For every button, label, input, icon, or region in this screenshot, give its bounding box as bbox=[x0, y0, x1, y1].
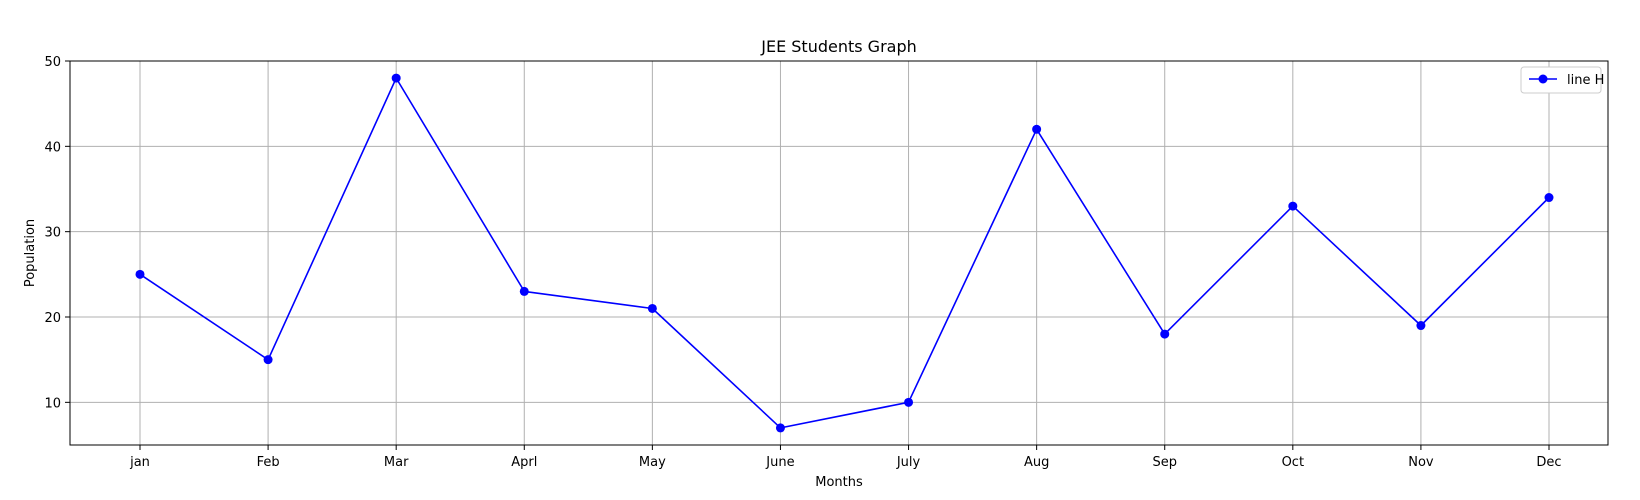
y-axis-title: Population bbox=[23, 219, 38, 287]
y-tick-label: 20 bbox=[44, 311, 61, 326]
x-tick-label: Aprl bbox=[511, 455, 537, 470]
data-point bbox=[263, 355, 273, 365]
x-tick-label: June bbox=[765, 455, 794, 470]
x-tick-label: Nov bbox=[1408, 455, 1434, 470]
x-tick-label: May bbox=[639, 455, 666, 470]
data-point bbox=[1032, 124, 1042, 134]
data-point bbox=[1160, 329, 1170, 339]
legend: line H bbox=[1520, 66, 1604, 94]
x-axis-title: Months bbox=[815, 475, 863, 490]
axes: jan Feb Mar Aprl May June July Aug Sep Oct Nov Dec 1… bbox=[44, 55, 1561, 470]
series-line bbox=[139, 77, 1550, 429]
y-tick-label: 30 bbox=[44, 226, 61, 241]
legend-marker bbox=[1538, 74, 1548, 84]
x-tick-label: Dec bbox=[1536, 455, 1561, 470]
x-tick-label: Mar bbox=[384, 455, 409, 470]
data-point bbox=[1416, 321, 1426, 331]
legend-label: line H bbox=[1567, 73, 1604, 88]
y-tick-label: 40 bbox=[44, 140, 61, 155]
data-point bbox=[647, 303, 657, 313]
data-point bbox=[1544, 193, 1554, 203]
y-tick-label: 50 bbox=[44, 55, 61, 70]
data-point bbox=[391, 73, 401, 83]
data-point bbox=[519, 286, 529, 296]
data-point bbox=[775, 423, 785, 433]
grid-lines bbox=[70, 60, 1608, 445]
x-tick-label: jan bbox=[129, 455, 150, 470]
data-point bbox=[135, 269, 145, 279]
x-tick-label: Oct bbox=[1282, 455, 1304, 470]
x-tick-label: Sep bbox=[1152, 455, 1177, 470]
x-tick-label: July bbox=[896, 455, 921, 470]
plot-frame bbox=[69, 60, 1609, 446]
data-series bbox=[135, 73, 1554, 433]
x-tick-label: Feb bbox=[257, 455, 280, 470]
y-tick-label: 10 bbox=[44, 396, 61, 411]
x-tick-label: Aug bbox=[1024, 455, 1049, 470]
data-point bbox=[1288, 201, 1298, 211]
chart-title: JEE Students Graph bbox=[760, 37, 917, 56]
data-point bbox=[904, 397, 914, 407]
legend-box bbox=[1520, 66, 1602, 94]
